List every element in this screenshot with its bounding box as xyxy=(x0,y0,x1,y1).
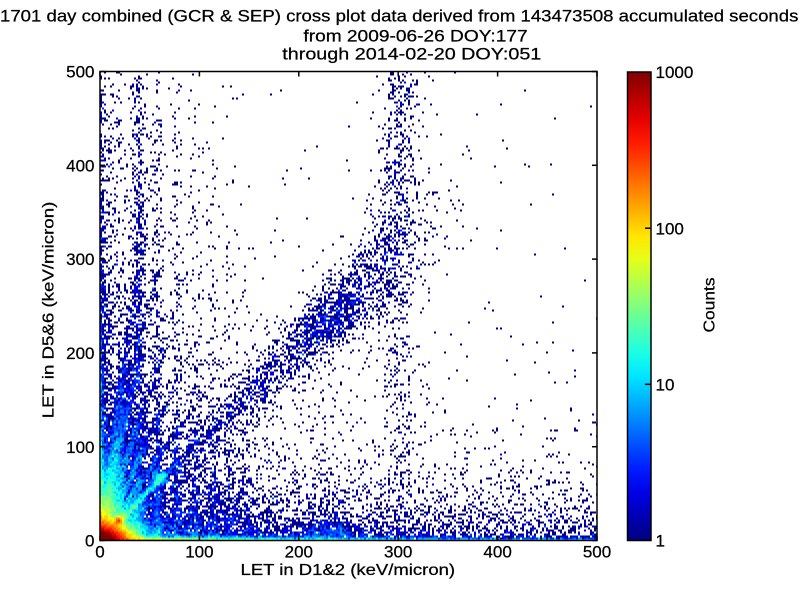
svg-text:500: 500 xyxy=(583,543,611,562)
svg-text:LET in D1&2 (keV/micron): LET in D1&2 (keV/micron) xyxy=(241,562,456,579)
svg-text:400: 400 xyxy=(483,543,511,562)
svg-text:100: 100 xyxy=(656,219,684,238)
svg-text:300: 300 xyxy=(66,250,94,269)
svg-text:Counts: Counts xyxy=(702,278,719,333)
svg-text:10: 10 xyxy=(656,375,675,394)
svg-text:1000: 1000 xyxy=(656,63,694,82)
svg-text:0: 0 xyxy=(85,532,94,551)
svg-text:from 2009-06-26 DOY:177: from 2009-06-26 DOY:177 xyxy=(303,27,527,45)
svg-text:500: 500 xyxy=(66,63,94,82)
svg-text:200: 200 xyxy=(285,543,313,562)
svg-text:1701 day combined (GCR & SEP): 1701 day combined (GCR & SEP) cross plot… xyxy=(0,7,798,25)
svg-text:0: 0 xyxy=(95,543,104,562)
svg-text:1: 1 xyxy=(656,532,665,551)
svg-text:400: 400 xyxy=(66,156,94,175)
svg-text:300: 300 xyxy=(384,543,412,562)
svg-text:100: 100 xyxy=(185,543,213,562)
svg-text:200: 200 xyxy=(66,344,94,363)
svg-text:100: 100 xyxy=(66,438,94,457)
svg-text:through 2014-02-20 DOY:051: through 2014-02-20 DOY:051 xyxy=(282,45,541,63)
svg-text:LET in D5&6 (keV/micron): LET in D5&6 (keV/micron) xyxy=(41,202,58,419)
